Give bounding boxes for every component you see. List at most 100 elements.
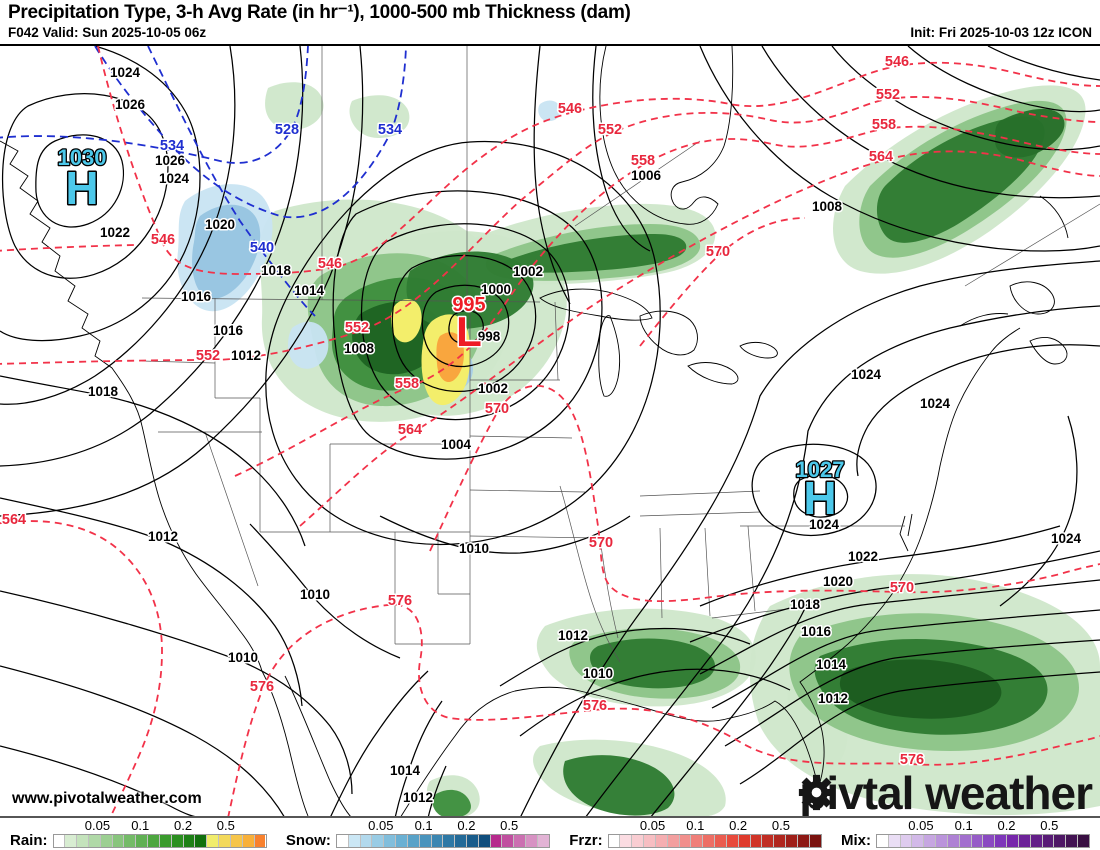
- legend-tick-value: 0.2: [173, 818, 193, 833]
- thickness-label-red: 564: [398, 422, 422, 438]
- pressure-label: 1006: [631, 168, 662, 183]
- legend-color-cell: [935, 835, 947, 847]
- legend-color-cell: [158, 835, 171, 847]
- legend-color-cell: [690, 835, 703, 847]
- legend-color-cell: [87, 835, 100, 847]
- pressure-label: 1022: [848, 549, 878, 564]
- thickness-label-red: 546: [318, 256, 342, 272]
- legend-color-cell: [406, 835, 419, 847]
- legend-color-cell: [53, 835, 65, 847]
- legend-tick-value: 0.05: [908, 818, 934, 833]
- thickness-label-blue: 528: [275, 122, 299, 138]
- pressure-label: 1012: [818, 691, 848, 706]
- header-subrow: F042 Valid: Sun 2025-10-05 06z Init: Fri…: [8, 25, 1092, 42]
- legend-color-cell: [796, 835, 809, 847]
- legend-colorbar: 0.05 0.1 0.2 0.5: [607, 818, 822, 848]
- pressure-label: 1024: [809, 517, 840, 532]
- legend-color-cell: [513, 835, 526, 847]
- pressure-label: 1010: [300, 587, 330, 602]
- legend-color-cell: [336, 835, 348, 847]
- legend-color-cell: [749, 835, 762, 847]
- legend-color-cell: [1077, 835, 1089, 847]
- legend-color-cell: [761, 835, 774, 847]
- pressure-label: 1012: [558, 628, 588, 643]
- pressure-label: 1026: [155, 153, 186, 168]
- legend-label: Snow:: [285, 832, 331, 849]
- thickness-label-red: 552: [196, 348, 220, 364]
- thickness-label-blue: 534: [160, 138, 184, 154]
- legend-color-cell: [206, 835, 219, 847]
- pressure-label: 1016: [213, 323, 244, 338]
- thickness-label-red: 570: [890, 580, 914, 596]
- legend-group-snow: Snow: 0.05 0.1 0.2 0.5: [285, 818, 550, 849]
- legend-colorbar: 0.05 0.1 0.2 0.5: [52, 818, 267, 848]
- legend-tick-value: 0.05: [84, 818, 111, 833]
- high-pressure-symbol: H: [803, 472, 836, 524]
- legend-color-cell: [887, 835, 900, 847]
- pressure-label: 1002: [478, 381, 508, 396]
- legend-color-cell: [383, 835, 396, 847]
- legend-color-cell: [64, 835, 77, 847]
- thickness-label-red: 552: [345, 320, 369, 336]
- legend-color-cell: [536, 835, 549, 847]
- legend-color-cell: [477, 835, 490, 847]
- pressure-label: 1014: [816, 657, 847, 672]
- legend-color-cell: [229, 835, 242, 847]
- legend-label: Rain:: [10, 832, 48, 849]
- forecast-map: 1024 1026 1026 1024 1022 1020 1018 1014 1016 1016…: [0, 44, 1100, 819]
- pressure-label: 1012: [148, 529, 178, 544]
- legend-color-cell: [395, 835, 407, 847]
- thickness-label-red: 576: [583, 698, 607, 714]
- pivotalweather-logo: piv tal weather: [799, 767, 1093, 819]
- pressure-label: 1024: [851, 367, 882, 382]
- low-pressure-value: 995: [452, 294, 485, 316]
- thickness-label-red: 558: [395, 376, 419, 392]
- pressure-label: 1020: [205, 217, 235, 232]
- legend-color-cell: [135, 835, 148, 847]
- legend-color-cell: [608, 835, 620, 847]
- legend-color-cell: [465, 835, 478, 847]
- legend-color-cell: [876, 835, 888, 847]
- thickness-label-blue: 540: [250, 240, 274, 256]
- pressure-label: 1010: [583, 666, 613, 681]
- legend-color-cell: [923, 835, 936, 847]
- gear-icon: [799, 774, 835, 811]
- thickness-label-red: 570: [706, 244, 730, 260]
- legend-tick-value: 0.1: [686, 818, 705, 833]
- legend-color-cell: [241, 835, 254, 847]
- high-pressure-symbol: H: [65, 162, 98, 214]
- legend-color-cell: [631, 835, 644, 847]
- high-pressure-value: 1030: [58, 145, 107, 170]
- pressure-label: 1018: [261, 263, 292, 278]
- legend-color-cell: [1041, 835, 1054, 847]
- thickness-label-red: 546: [558, 101, 582, 117]
- legend-color-cell: [525, 835, 537, 847]
- pressure-label: 1016: [801, 624, 832, 639]
- legend-color-cell: [958, 835, 971, 847]
- legend-ticks: 0.05 0.1 0.2 0.5: [336, 818, 550, 833]
- legend-color-cell: [76, 835, 88, 847]
- thickness-label-red: 546: [151, 232, 175, 248]
- legend-color-cell: [454, 835, 466, 847]
- legend-tick-value: 0.1: [414, 818, 433, 833]
- legend-color-cell: [1006, 835, 1018, 847]
- legend-group-rain: Rain: 0.05 0.1 0.2 0.5: [10, 818, 267, 849]
- legend-color-cell: [111, 835, 124, 847]
- pressure-label: 1014: [294, 283, 325, 298]
- low-pressure-symbol: L: [456, 308, 482, 355]
- legend-colorbar: 0.05 0.1 0.2 0.5: [875, 818, 1090, 848]
- pressure-label: 1012: [231, 348, 261, 363]
- logo-text-part2: tal weather: [862, 767, 1093, 819]
- legend-tick-value: 0.5: [771, 818, 790, 833]
- legend-color-cell: [1053, 835, 1066, 847]
- legend-color-cell: [147, 835, 159, 847]
- thickness-label-red: 564: [869, 149, 893, 165]
- pressure-label: 1018: [88, 384, 119, 399]
- legend-color-cell: [501, 835, 514, 847]
- pressure-label: 1024: [159, 171, 190, 186]
- legend-color-cell: [359, 835, 372, 847]
- legend-tick-value: 0.5: [216, 818, 235, 833]
- legend-colorbar: 0.05 0.1 0.2 0.5: [335, 818, 550, 848]
